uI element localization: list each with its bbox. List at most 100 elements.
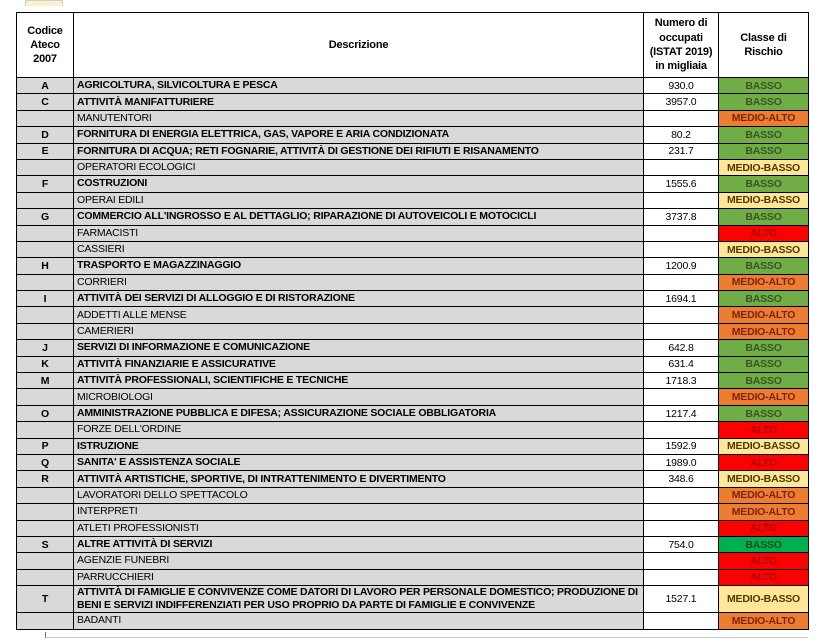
codice-cell: H xyxy=(16,257,74,275)
classe-rischio-badge: MEDIO-ALTO xyxy=(718,322,809,341)
ateco-risk-table: Codice Ateco 2007 Descrizione Numero di … xyxy=(16,12,809,630)
classe-rischio-badge: MEDIO-BASSO xyxy=(718,470,809,488)
classe-rischio-badge: MEDIO-BASSO xyxy=(718,585,809,614)
descrizione-cell: PARRUCCHIERI xyxy=(73,568,644,587)
table-row: ADDETTI ALLE MENSE MEDIO-ALTO xyxy=(16,306,809,324)
occupati-cell: 348.6 xyxy=(643,470,719,488)
classe-rischio-badge: ALTO xyxy=(718,453,809,472)
codice-cell xyxy=(16,612,74,630)
classe-rischio-badge: BASSO xyxy=(718,339,809,357)
occupati-cell xyxy=(643,240,719,259)
descrizione-cell: AMMINISTRAZIONE PUBBLICA E DIFESA; ASSIC… xyxy=(73,404,644,423)
header-classe-rischio: Classe di Rischio xyxy=(718,12,809,78)
descrizione-cell: BADANTI xyxy=(73,612,644,630)
descrizione-cell: CASSIERI xyxy=(73,240,644,259)
table-row: M ATTIVITÀ PROFESSIONALI, SCIENTIFICHE E … xyxy=(16,372,809,390)
occupati-cell: 1694.1 xyxy=(643,290,719,308)
codice-cell xyxy=(16,322,74,341)
occupati-cell xyxy=(643,503,719,521)
table-row: K ATTIVITÀ FINANZIARIE E ASSICURATIVE 631.… xyxy=(16,355,809,374)
table-row: C ATTIVITÀ MANIFATTURIERE 3957.0 BASSO xyxy=(16,93,809,111)
occupati-cell: 1989.0 xyxy=(643,453,719,472)
table-row: Q SANITA' E ASSISTENZA SOCIALE 1989.0 ALTO xyxy=(16,453,809,472)
codice-cell: I xyxy=(16,290,74,308)
table-row: CASSIERI MEDIO-BASSO xyxy=(16,240,809,259)
table-row: D FORNITURA DI ENERGIA ELETTRICA, GAS, VA… xyxy=(16,126,809,144)
classe-rischio-badge: BASSO xyxy=(718,290,809,308)
codice-cell xyxy=(16,486,74,505)
occupati-cell: 1217.4 xyxy=(643,404,719,423)
classe-rischio-badge: BASSO xyxy=(718,175,809,193)
classe-rischio-badge: MEDIO-ALTO xyxy=(718,306,809,324)
classe-rischio-badge: MEDIO-BASSO xyxy=(718,437,809,455)
header-descrizione: Descrizione xyxy=(73,12,644,78)
occupati-cell: 1555.6 xyxy=(643,175,719,193)
classe-rischio-badge: BASSO xyxy=(718,208,809,226)
table-row: CAMERIERI MEDIO-ALTO xyxy=(16,322,809,341)
table-row: P ISTRUZIONE 1592.9 MEDIO-BASSO xyxy=(16,437,809,455)
descrizione-cell: FORZE DELL'ORDINE xyxy=(73,421,644,439)
classe-rischio-badge: BASSO xyxy=(718,404,809,423)
classe-rischio-badge: BASSO xyxy=(718,257,809,275)
descrizione-cell: COMMERCIO ALL'INGROSSO E AL DETTAGLIO; R… xyxy=(73,208,644,226)
descrizione-cell: COSTRUZIONI xyxy=(73,175,644,193)
occupati-cell xyxy=(643,158,719,177)
descrizione-cell: CAMERIERI xyxy=(73,322,644,341)
occupati-cell xyxy=(643,552,719,570)
header-codice-ateco: Codice Ateco 2007 xyxy=(16,12,74,78)
codice-cell: F xyxy=(16,175,74,193)
classe-rischio-badge: MEDIO-BASSO xyxy=(718,191,809,210)
classe-rischio-badge: BASSO xyxy=(718,76,809,95)
table-row: BADANTI MEDIO-ALTO xyxy=(16,612,809,630)
descrizione-cell: ALTRE ATTIVITÀ DI SERVIZI xyxy=(73,535,644,554)
codice-cell: T xyxy=(16,585,74,614)
descrizione-cell: INTERPRETI xyxy=(73,503,644,521)
table-row: T ATTIVITÀ DI FAMIGLIE E CONVIVENZE COME … xyxy=(16,585,809,614)
descrizione-cell: SANITA' E ASSISTENZA SOCIALE xyxy=(73,453,644,472)
codice-cell xyxy=(16,421,74,439)
codice-cell xyxy=(16,224,74,242)
classe-rischio-badge: BASSO xyxy=(718,126,809,144)
occupati-cell xyxy=(643,306,719,324)
descrizione-cell: ATLETI PROFESSIONISTI xyxy=(73,519,644,537)
occupati-cell: 3957.0 xyxy=(643,93,719,111)
descrizione-cell: MANUTENTORI xyxy=(73,109,644,128)
codice-cell xyxy=(16,191,74,210)
table-row: R ATTIVITÀ ARTISTICHE, SPORTIVE, DI INTRA… xyxy=(16,470,809,488)
descrizione-cell: ADDETTI ALLE MENSE xyxy=(73,306,644,324)
table-row: INTERPRETI MEDIO-ALTO xyxy=(16,503,809,521)
table-row: ATLETI PROFESSIONISTI ALTO xyxy=(16,519,809,537)
descrizione-cell: ATTIVITÀ ARTISTICHE, SPORTIVE, DI INTRAT… xyxy=(73,470,644,488)
occupati-cell xyxy=(643,273,719,292)
table-row: I ATTIVITÀ DEI SERVIZI DI ALLOGGIO E DI R… xyxy=(16,290,809,308)
codice-cell xyxy=(16,273,74,292)
table-row: AGENZIE FUNEBRI ALTO xyxy=(16,552,809,570)
classe-rischio-badge: BASSO xyxy=(718,535,809,554)
descrizione-cell: AGRICOLTURA, SILVICOLTURA E PESCA xyxy=(73,76,644,95)
codice-cell xyxy=(16,568,74,587)
descrizione-cell: ATTIVITÀ FINANZIARIE E ASSICURATIVE xyxy=(73,355,644,374)
codice-cell: R xyxy=(16,470,74,488)
table-row: PARRUCCHIERI ALTO xyxy=(16,568,809,587)
occupati-cell: 80.2 xyxy=(643,126,719,144)
table-row: CORRIERI MEDIO-ALTO xyxy=(16,273,809,292)
classe-rischio-badge: MEDIO-BASSO xyxy=(718,158,809,177)
classe-rischio-badge: MEDIO-ALTO xyxy=(718,273,809,292)
occupati-cell: 754.0 xyxy=(643,535,719,554)
table-row: MICROBIOLOGI MEDIO-ALTO xyxy=(16,388,809,406)
descrizione-cell: MICROBIOLOGI xyxy=(73,388,644,406)
occupati-cell xyxy=(643,322,719,341)
classe-rischio-badge: BASSO xyxy=(718,372,809,390)
descrizione-cell: OPERAI EDILI xyxy=(73,191,644,210)
table-body: A AGRICOLTURA, SILVICOLTURA E PESCA 930.0 B… xyxy=(16,76,809,630)
descrizione-cell: AGENZIE FUNEBRI xyxy=(73,552,644,570)
table-row: FORZE DELL'ORDINE ALTO xyxy=(16,421,809,439)
table-row: E FORNITURA DI ACQUA; RETI FOGNARIE, ATTI… xyxy=(16,142,809,160)
codice-cell: M xyxy=(16,372,74,390)
descrizione-cell: FORNITURA DI ACQUA; RETI FOGNARIE, ATTIV… xyxy=(73,142,644,160)
codice-cell: K xyxy=(16,355,74,374)
classe-rischio-badge: BASSO xyxy=(718,142,809,160)
occupati-cell xyxy=(643,568,719,587)
classe-rischio-badge: MEDIO-ALTO xyxy=(718,612,809,630)
classe-rischio-badge: ALTO xyxy=(718,224,809,242)
